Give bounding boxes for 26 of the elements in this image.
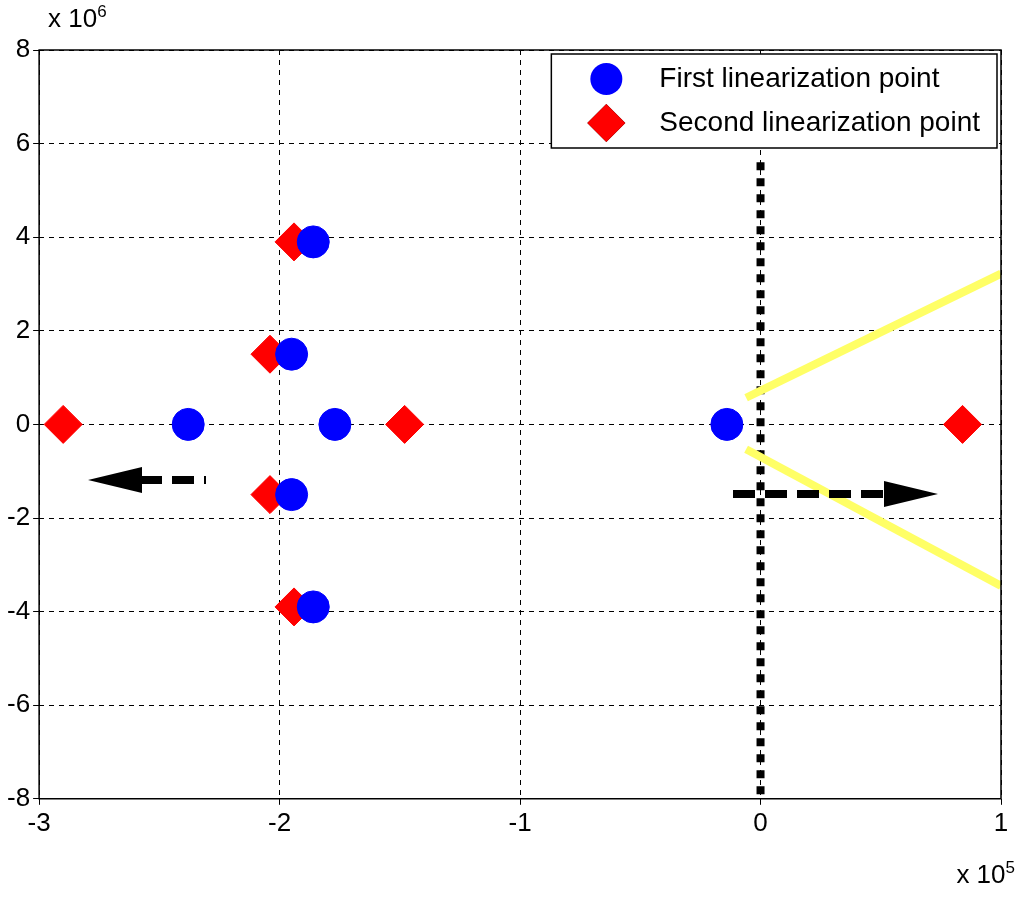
point (943, 404, 983, 444)
x-tick-label: 0 (753, 806, 768, 837)
point (385, 404, 425, 444)
point (296, 225, 330, 259)
y-tick-label: -6 (6, 688, 31, 719)
y-tick-label: 0 (15, 407, 31, 438)
y-tick-label: 8 (15, 33, 31, 64)
y-tick-label: -2 (6, 501, 31, 532)
y-tick-label: 4 (15, 220, 31, 251)
x-tick-label: -2 (268, 806, 292, 837)
text: x 10$^{6}$ (48, 2, 107, 34)
point (275, 337, 309, 371)
point (275, 478, 309, 512)
point (710, 407, 744, 441)
y-tick-label: 6 (15, 126, 31, 157)
legend-label: Second linearization point (659, 105, 981, 137)
x-tick-label: 1 (993, 806, 1009, 837)
point (318, 407, 352, 441)
legend-label: First linearization point (659, 61, 940, 93)
text: x 10$^{5}$ (956, 858, 1015, 890)
point (296, 590, 330, 624)
point (43, 404, 83, 444)
y-tick-label: 2 (15, 313, 31, 344)
x-tick-label: -1 (508, 806, 532, 837)
point (171, 407, 205, 441)
y-tick-label: -4 (6, 594, 31, 625)
